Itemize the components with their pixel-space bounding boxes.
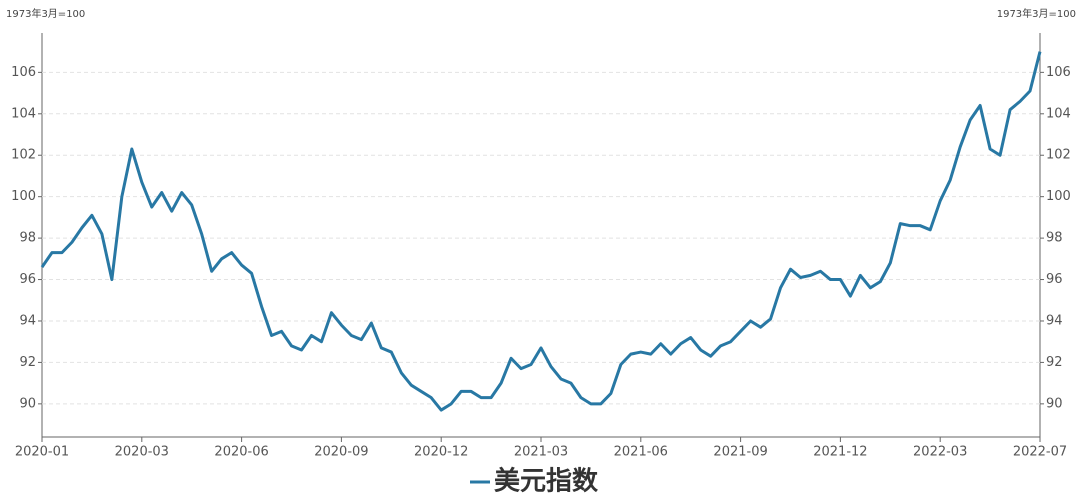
x-tick-label: 2021-03 [514, 445, 568, 460]
x-tick-label: 2020-03 [115, 445, 169, 460]
x-tick-label: 2022-07 [1013, 445, 1067, 460]
x-tick-label: 2020-01 [15, 445, 69, 460]
y-tick-label: 98 [19, 231, 36, 246]
x-tick-label: 2021-12 [813, 445, 867, 460]
y2-tick-label: 100 [1046, 189, 1071, 204]
y-tick-label: 94 [19, 313, 36, 328]
legend-label: 美元指数 [494, 466, 599, 497]
y-axis-label: 1973年3月=100 [6, 7, 85, 20]
y2-tick-label: 104 [1046, 106, 1071, 121]
y-tick-label: 96 [19, 272, 36, 287]
y2-tick-label: 106 [1046, 65, 1071, 80]
x-tick-label: 2021-06 [614, 445, 668, 460]
y-tick-label: 102 [11, 148, 36, 163]
data-line [40, 51, 1042, 412]
y-tick-label: 106 [11, 65, 36, 80]
x-tick-label: 2020-12 [414, 445, 468, 460]
y2-tick-label: 94 [1046, 313, 1063, 328]
y2-tick-label: 90 [1046, 396, 1063, 411]
y2-tick-label: 92 [1046, 355, 1063, 370]
x-tick-label: 2020-09 [314, 445, 368, 460]
y-tick-label: 92 [19, 355, 36, 370]
y-tick-label: 104 [11, 106, 36, 121]
x-tick-label: 2020-06 [214, 445, 268, 460]
y-tick-label: 90 [19, 396, 36, 411]
y2-tick-label: 96 [1046, 272, 1063, 287]
y-tick-label: 100 [11, 189, 36, 204]
x-tick-label: 2022-03 [913, 445, 967, 460]
y2-axis-label: 1973年3月=100 [997, 7, 1076, 20]
y2-tick-label: 102 [1046, 148, 1071, 163]
y2-tick-label: 98 [1046, 231, 1063, 246]
x-tick-label: 2021-09 [713, 445, 767, 460]
